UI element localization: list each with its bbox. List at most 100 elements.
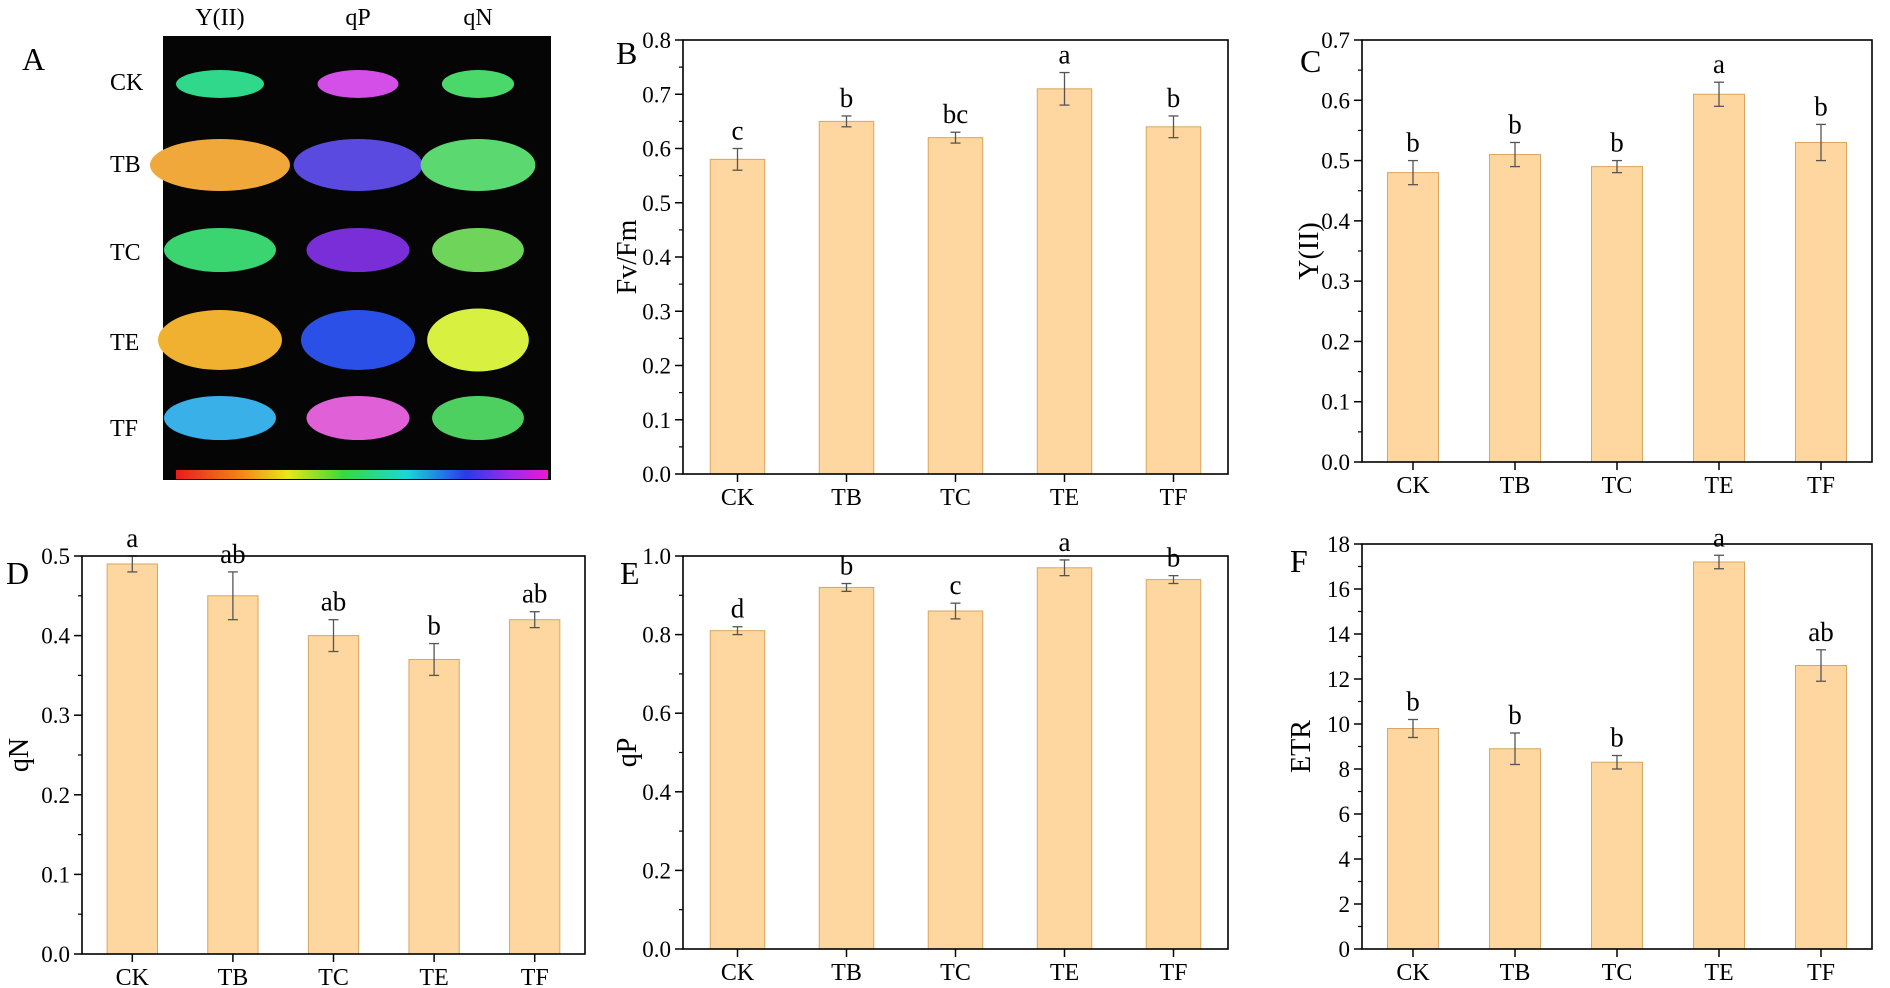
bar-c-ck xyxy=(1387,172,1439,463)
x-tick-label-d: TB xyxy=(218,965,249,988)
y-tick-label-d: 0.3 xyxy=(41,703,70,728)
y-tick-label-f: 14 xyxy=(1327,622,1351,647)
chart-panel-b: B 0.0 0.1 0.2 0.3 0.4 0.5 0.6 0.7 0.8 Fv/Fm c CK b TB b… xyxy=(612,28,1229,511)
y-tick-label-b: 0.1 xyxy=(642,408,671,433)
leaf-image-tf-2 xyxy=(432,396,524,440)
y-axis-title-d: qN xyxy=(4,738,35,772)
leaf-image-te-1 xyxy=(300,310,416,370)
column-header-qn: qN xyxy=(463,5,492,31)
significance-label-c: a xyxy=(1713,49,1725,79)
y-tick-label-e: 0.2 xyxy=(642,858,671,883)
y-tick-label-c: 0.1 xyxy=(1321,390,1350,415)
significance-label-b: bc xyxy=(943,99,969,129)
row-label-tc: TC xyxy=(110,240,141,266)
bar-d-te xyxy=(408,658,460,955)
x-tick-label-b: TE xyxy=(1050,485,1079,511)
x-tick-label-c: TF xyxy=(1807,473,1835,499)
x-tick-label-f: TE xyxy=(1704,960,1733,986)
y-tick-label-f: 16 xyxy=(1327,577,1350,602)
row-label-te: TE xyxy=(110,330,139,356)
plot-frame-f xyxy=(1361,543,1873,950)
y-axis-title-e: qP xyxy=(612,738,643,768)
bar-f-tc xyxy=(1591,761,1643,950)
leaf-image-ck-2 xyxy=(441,70,515,98)
y-tick-label-f: 8 xyxy=(1339,757,1351,782)
significance-label-b: b xyxy=(1167,83,1181,113)
plot-frame-c xyxy=(1361,39,1873,463)
y-tick-label-b: 0.8 xyxy=(642,28,671,53)
significance-label-c: b xyxy=(1406,128,1420,158)
significance-label-c: b xyxy=(1508,109,1522,139)
leaf-image-tc-0 xyxy=(164,228,276,272)
chart-panel-f: F 0 2 4 6 8 10 12 14 16 18 ETR b CK b TB b TC a TE ab TF xyxy=(1286,522,1873,986)
row-label-tf: TF xyxy=(110,416,138,442)
panel-letter-c: C xyxy=(1300,43,1321,79)
significance-label-f: ab xyxy=(1808,617,1833,647)
y-tick-label-c: 0.7 xyxy=(1321,28,1350,53)
y-tick-label-e: 0.0 xyxy=(642,937,671,962)
leaf-image-tb-0 xyxy=(150,139,290,191)
significance-label-d: ab xyxy=(522,579,547,609)
y-tick-label-f: 6 xyxy=(1339,802,1351,827)
x-tick-label-e: TE xyxy=(1050,960,1079,986)
y-tick-label-d: 0.1 xyxy=(41,862,70,887)
bar-e-tb xyxy=(818,586,875,950)
leaf-image-tc-1 xyxy=(306,228,410,272)
significance-label-b: c xyxy=(732,116,744,146)
significance-label-b: a xyxy=(1059,40,1071,70)
x-tick-label-c: CK xyxy=(1396,473,1430,499)
x-tick-label-b: CK xyxy=(721,485,755,511)
bar-d-tb xyxy=(207,595,259,955)
x-tick-label-f: TB xyxy=(1500,960,1531,986)
y-tick-label-b: 0.3 xyxy=(642,299,671,324)
bar-b-te xyxy=(1036,88,1093,475)
bar-c-tb xyxy=(1489,154,1541,463)
y-tick-label-d: 0.2 xyxy=(41,783,70,808)
significance-label-d: a xyxy=(126,523,138,553)
panel-letter-b: B xyxy=(616,35,637,71)
plot-frame-b xyxy=(682,39,1229,475)
bar-b-tf xyxy=(1145,126,1202,475)
x-tick-label-f: TF xyxy=(1807,960,1835,986)
significance-label-c: b xyxy=(1610,128,1624,158)
plot-frame-e xyxy=(682,555,1229,950)
panel-letter-e: E xyxy=(620,555,640,591)
color-scale-bar xyxy=(176,470,548,479)
y-tick-label-c: 0.0 xyxy=(1321,450,1350,475)
y-tick-label-b: 0.6 xyxy=(642,137,671,162)
significance-label-e: b xyxy=(1167,543,1181,573)
x-tick-label-f: TC xyxy=(1602,960,1633,986)
leaf-image-tb-2 xyxy=(420,139,536,191)
y-tick-label-f: 12 xyxy=(1327,667,1350,692)
x-tick-label-e: TC xyxy=(940,960,971,986)
x-tick-label-b: TF xyxy=(1159,485,1187,511)
x-tick-label-d: TF xyxy=(521,965,549,988)
significance-label-b: b xyxy=(840,83,854,113)
bar-e-ck xyxy=(709,630,766,950)
x-tick-label-b: TC xyxy=(940,485,971,511)
bar-c-tc xyxy=(1591,166,1643,463)
y-tick-label-e: 0.4 xyxy=(642,780,671,805)
bar-d-ck xyxy=(106,563,158,955)
bar-f-tf xyxy=(1795,665,1847,950)
leaf-image-tf-0 xyxy=(164,396,276,440)
bar-d-tf xyxy=(509,619,561,955)
y-tick-label-b: 0.5 xyxy=(642,191,671,216)
significance-label-e: d xyxy=(731,594,745,624)
y-tick-label-f: 4 xyxy=(1339,847,1351,872)
significance-label-e: c xyxy=(950,570,962,600)
y-tick-label-c: 0.4 xyxy=(1321,209,1350,234)
y-tick-label-f: 0 xyxy=(1339,937,1351,962)
x-tick-label-c: TE xyxy=(1704,473,1733,499)
bar-e-tf xyxy=(1145,579,1202,950)
significance-label-d: b xyxy=(427,611,441,641)
significance-label-d: ab xyxy=(321,587,346,617)
y-tick-label-b: 0.7 xyxy=(642,82,671,107)
y-tick-label-d: 0.4 xyxy=(41,624,70,649)
leaf-image-tf-1 xyxy=(306,396,410,440)
significance-label-e: a xyxy=(1059,527,1071,557)
x-tick-label-c: TC xyxy=(1602,473,1633,499)
significance-label-d: ab xyxy=(220,539,245,569)
column-header-qp: qP xyxy=(345,5,370,31)
